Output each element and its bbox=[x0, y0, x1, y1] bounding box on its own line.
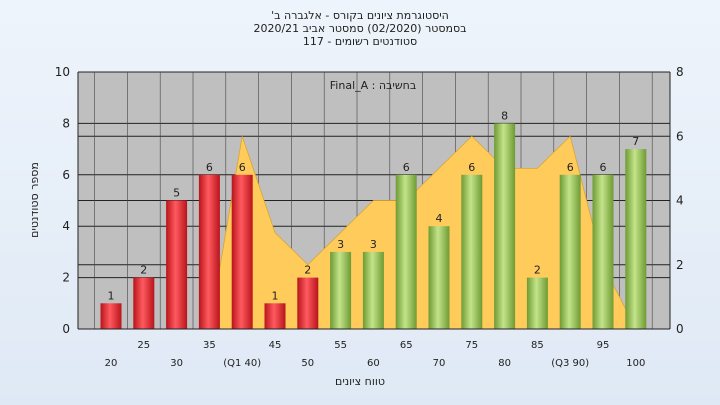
x-tick-label: 50 bbox=[301, 358, 314, 369]
bar bbox=[264, 303, 286, 329]
data-label: 5 bbox=[173, 187, 180, 200]
chart-title-block: היסטוגרמת ציונים בקורס - אלגברה ב' בסמסט… bbox=[0, 9, 720, 48]
y-tick-label: 8 bbox=[62, 116, 70, 130]
bar bbox=[133, 277, 155, 329]
x-tick-label: 25 bbox=[137, 340, 150, 351]
bar bbox=[461, 174, 483, 329]
y2-tick-label: 8 bbox=[676, 65, 684, 79]
bar bbox=[100, 303, 122, 329]
y-tick-label: 0 bbox=[62, 322, 70, 336]
x-tick-label: 20 bbox=[105, 358, 118, 369]
x-tick-label: (Q3 90) bbox=[551, 358, 589, 369]
data-label: 3 bbox=[337, 238, 344, 251]
bar bbox=[362, 251, 384, 329]
x-tick-label: 70 bbox=[433, 358, 446, 369]
x-tick-label: 45 bbox=[269, 340, 282, 351]
data-label: 4 bbox=[436, 212, 443, 225]
bar bbox=[330, 251, 352, 329]
bar bbox=[494, 123, 516, 330]
bar bbox=[231, 174, 253, 329]
x-tick-label: 100 bbox=[626, 358, 645, 369]
y-tick-label: 4 bbox=[62, 219, 70, 233]
x-tick-label: (Q1 40) bbox=[223, 358, 261, 369]
data-label: 6 bbox=[206, 161, 213, 174]
chart-title-line-3: סטודנטים רשומים - 117 bbox=[302, 35, 418, 48]
data-label: 6 bbox=[403, 161, 410, 174]
bar bbox=[166, 200, 188, 329]
bar bbox=[428, 226, 450, 329]
data-label: 2 bbox=[304, 264, 311, 277]
bar bbox=[592, 174, 614, 329]
bar bbox=[297, 277, 319, 329]
x-tick-label: 30 bbox=[170, 358, 183, 369]
y2-tick-label: 0 bbox=[676, 322, 684, 336]
data-label: 6 bbox=[567, 161, 574, 174]
y-tick-label: 2 bbox=[62, 271, 70, 285]
x-axis-title: טווח ציונים bbox=[335, 375, 385, 388]
y-tick-label: 6 bbox=[62, 168, 70, 182]
x-tick-label: 55 bbox=[334, 340, 347, 351]
x-tick-label: 75 bbox=[465, 340, 478, 351]
data-label: 2 bbox=[534, 264, 541, 277]
x-tick-label: 35 bbox=[203, 340, 216, 351]
data-label: 2 bbox=[140, 264, 147, 277]
x-tick-label: 60 bbox=[367, 358, 380, 369]
x-tick-label: 65 bbox=[400, 340, 413, 351]
data-label: 6 bbox=[239, 161, 246, 174]
bar bbox=[395, 174, 417, 329]
data-label: 6 bbox=[468, 161, 475, 174]
data-label: 7 bbox=[632, 135, 639, 148]
y2-tick-label: 4 bbox=[676, 194, 684, 208]
x-tick-label: 85 bbox=[531, 340, 544, 351]
chart-title-line-2: בסמסטר (02/2020) סמסטר אביב 2020/21 bbox=[253, 22, 467, 35]
chart-title-line-1: היסטוגרמת ציונים בקורס - אלגברה ב' bbox=[271, 9, 449, 22]
data-label: 1 bbox=[272, 289, 279, 302]
data-label: 3 bbox=[370, 238, 377, 251]
chart-annotation: Final_A : בחשיבה bbox=[330, 79, 416, 92]
y2-tick-label: 6 bbox=[676, 129, 684, 143]
x-tick-label: 80 bbox=[498, 358, 511, 369]
bar bbox=[559, 174, 581, 329]
data-label: 8 bbox=[501, 109, 508, 122]
y-axis-title: מספר סטודנטים bbox=[28, 162, 41, 238]
bar bbox=[198, 174, 220, 329]
y2-tick-label: 2 bbox=[676, 258, 684, 272]
bar bbox=[526, 277, 548, 329]
data-label: 1 bbox=[108, 289, 115, 302]
data-label: 6 bbox=[600, 161, 607, 174]
y-tick-label: 10 bbox=[55, 65, 70, 79]
bar bbox=[625, 149, 647, 329]
x-tick-label: 95 bbox=[597, 340, 610, 351]
